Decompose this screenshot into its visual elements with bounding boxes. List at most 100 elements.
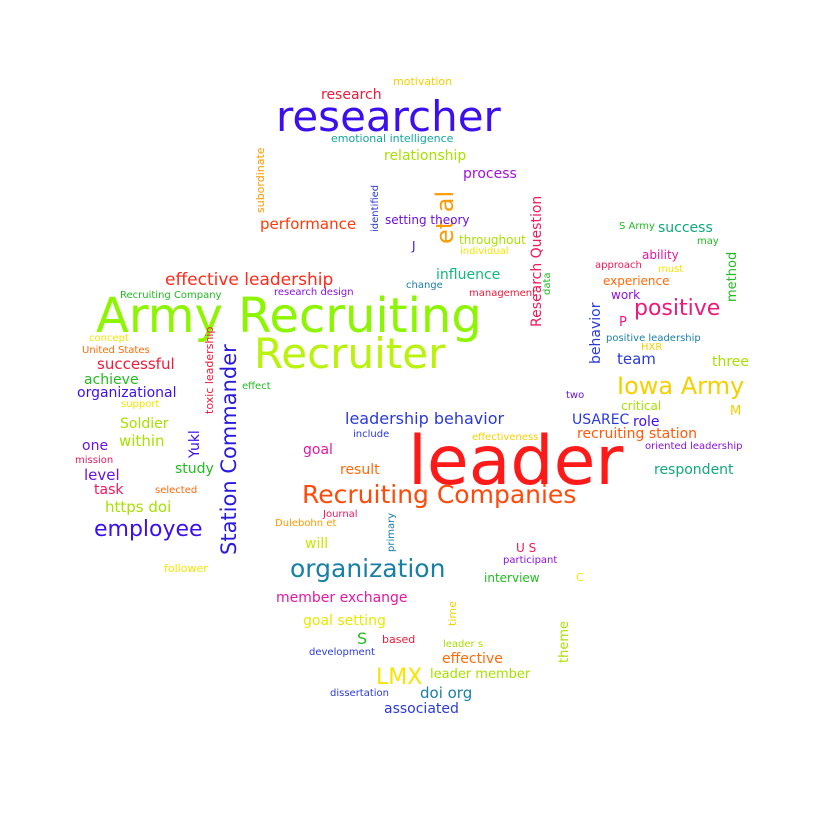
- word-team: team: [617, 350, 656, 368]
- word-level: level: [84, 466, 120, 484]
- word-primary: primary: [386, 512, 397, 552]
- word-ability: ability: [642, 248, 679, 262]
- word-recruiting-station: recruiting station: [577, 426, 698, 442]
- word-doi-org: doi org: [420, 684, 473, 702]
- word-task: task: [94, 482, 124, 498]
- word-leader-member: leader member: [430, 667, 531, 682]
- word-within: within: [119, 432, 165, 450]
- word-concept: concept: [89, 333, 129, 344]
- word-associated: associated: [384, 701, 459, 717]
- word-time: time: [446, 601, 459, 626]
- word-motivation: motivation: [393, 75, 453, 88]
- word-approach: approach: [595, 260, 642, 271]
- word-theme: theme: [557, 621, 572, 663]
- word-recruiter: Recruiter: [254, 329, 446, 378]
- word-interview: interview: [484, 571, 540, 585]
- word-soldier: Soldier: [120, 416, 169, 432]
- word-successful: successful: [97, 355, 175, 373]
- word-one: one: [82, 438, 109, 454]
- word-c: C: [576, 571, 584, 584]
- word-data: data: [542, 272, 553, 295]
- word-employee: employee: [94, 517, 203, 542]
- word-success: success: [658, 220, 713, 236]
- word-organizational: organizational: [77, 385, 177, 401]
- word-researcher: researcher: [276, 92, 501, 141]
- word-must: must: [658, 264, 684, 275]
- word-subordinate: subordinate: [254, 147, 267, 213]
- word-research-design: research design: [274, 287, 354, 298]
- word-will: will: [305, 536, 329, 552]
- word-leader-s: leader s: [443, 639, 484, 650]
- word-method: method: [725, 251, 740, 302]
- word-hxr: HXR: [641, 342, 663, 353]
- word-recruiting-companies: Recruiting Companies: [302, 480, 577, 509]
- word-support: support: [121, 399, 160, 410]
- word-setting-theory: setting theory: [385, 213, 470, 227]
- word-may: may: [697, 236, 719, 247]
- word-effective: effective: [442, 651, 503, 667]
- word-leader: leader: [408, 422, 624, 501]
- word-journal: Journal: [323, 509, 358, 520]
- word-experience: experience: [603, 274, 670, 288]
- word-throughout: throughout: [459, 233, 526, 247]
- word-dissertation: dissertation: [330, 688, 390, 699]
- word-mission: mission: [75, 455, 114, 466]
- word-oriented-leadership: oriented leadership: [645, 441, 743, 452]
- word-development: development: [309, 647, 375, 658]
- word-participant: participant: [503, 555, 558, 566]
- word-based: based: [382, 633, 416, 646]
- word-selected: selected: [155, 485, 198, 496]
- word-p: P: [619, 315, 627, 330]
- word-toxic-leadership: toxic leadership: [203, 326, 216, 414]
- word-dulebohn-et: Dulebohn et: [275, 518, 337, 529]
- word-leadership-behavior: leadership behavior: [345, 409, 505, 428]
- word-effective-leadership: effective leadership: [165, 270, 334, 290]
- word-member-exchange: member exchange: [276, 590, 408, 606]
- word-respondent: respondent: [654, 462, 734, 478]
- word-change: change: [406, 280, 443, 291]
- word-u-s: U S: [516, 541, 537, 555]
- word-result: result: [340, 462, 380, 478]
- word-identified: identified: [370, 184, 381, 232]
- word-follower: follower: [164, 562, 208, 575]
- word-usarec: USAREC: [572, 412, 630, 428]
- word-s: S: [357, 629, 368, 648]
- word-j: J: [412, 239, 416, 253]
- word-lmx: LMX: [376, 665, 423, 690]
- word-management: management: [469, 288, 536, 299]
- word-yukl: Yukl: [187, 430, 203, 458]
- word-two: two: [566, 390, 585, 401]
- word-united-states: United States: [82, 345, 150, 356]
- word-influence: influence: [436, 267, 501, 283]
- word-s-army: S Army: [619, 221, 655, 232]
- word-effectiveness: effectiveness: [472, 432, 539, 443]
- word-organization: organization: [290, 554, 446, 583]
- word-goal: goal: [303, 442, 333, 458]
- word-performance: performance: [260, 215, 357, 233]
- word-https-doi: https doi: [105, 498, 172, 516]
- word-emotional-intelligence: emotional intelligence: [331, 132, 454, 145]
- word-positive-leadership: positive leadership: [606, 333, 701, 344]
- word-include: include: [353, 429, 390, 440]
- word-recruiting-company: Recruiting Company: [120, 290, 222, 301]
- word-behavior: behavior: [588, 302, 604, 364]
- word-achieve: achieve: [84, 372, 139, 388]
- word-research-question: Research Question: [529, 195, 545, 327]
- word-study: study: [175, 461, 214, 477]
- word-relationship: relationship: [384, 148, 467, 164]
- word-positive: positive: [634, 296, 721, 321]
- word-research: research: [321, 87, 382, 103]
- word-process: process: [463, 166, 517, 182]
- word-critical: critical: [621, 399, 662, 413]
- word-m: M: [730, 404, 742, 419]
- word-role: role: [633, 414, 660, 430]
- word-iowa-army: Iowa Army: [617, 372, 745, 400]
- word-army-recruiting: Army Recruiting: [96, 288, 482, 344]
- word-work: work: [611, 288, 641, 302]
- word-three: three: [712, 354, 750, 370]
- word-effect: effect: [242, 381, 271, 392]
- word-goal-setting: goal setting: [303, 613, 386, 629]
- word-station-commander: Station Commander: [217, 344, 241, 555]
- word-individual: individual: [460, 246, 509, 257]
